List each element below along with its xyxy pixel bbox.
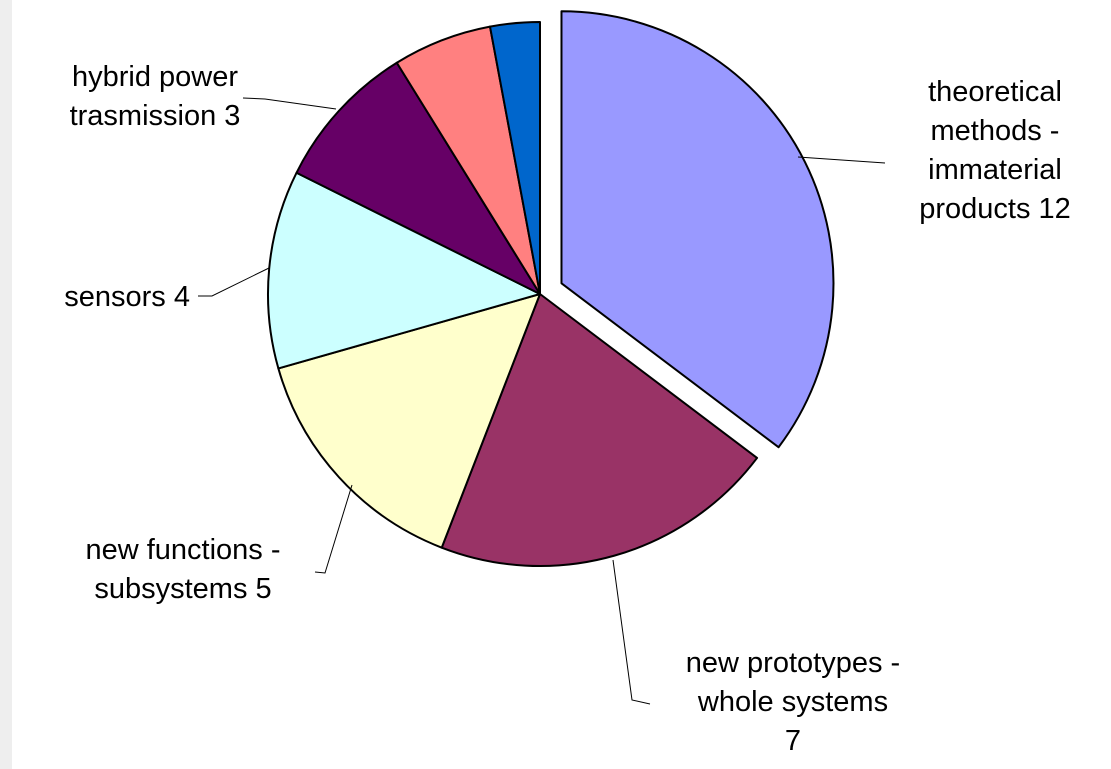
slice-label-4: hybrid power trasmission 3 <box>70 61 241 132</box>
leader-line-0 <box>797 156 886 164</box>
slice-label-1-line-1: whole systems <box>697 686 888 718</box>
left-edge-strip <box>0 0 12 769</box>
pie-slice-6 <box>489 21 541 295</box>
leader-line-2 <box>314 484 353 574</box>
pie-slice-4 <box>295 61 541 295</box>
pie-slice-3 <box>267 171 541 370</box>
slice-label-4-line-1: trasmission 3 <box>70 100 241 132</box>
slice-label-0-line-1: methods - <box>931 115 1060 147</box>
slice-label-1-line-0: new prototypes - <box>686 647 900 679</box>
slice-label-2: new functions - subsystems 5 <box>85 534 280 605</box>
slice-label-1: new prototypes - whole systems 7 <box>686 647 900 757</box>
pie-slice-1 <box>440 293 759 567</box>
slice-label-2-line-1: subsystems 5 <box>94 573 271 605</box>
slice-label-3: sensors 4 <box>64 281 190 313</box>
slice-label-4-line-0: hybrid power <box>72 61 238 93</box>
slice-label-0-line-2: immaterial <box>928 154 1062 186</box>
pie-slice-0 <box>560 10 835 449</box>
slice-label-0-line-3: products 12 <box>919 193 1071 225</box>
slice-label-3-line-0: sensors 4 <box>64 281 190 313</box>
slice-label-2-line-0: new functions - <box>85 534 280 566</box>
slice-label-1-line-2: 7 <box>785 725 801 757</box>
leader-line-4 <box>242 97 337 110</box>
slice-label-0-line-0: theoretical <box>928 76 1062 108</box>
leader-line-1 <box>612 559 651 705</box>
slice-label-0: theoretical methods - immaterial products 1… <box>919 76 1071 225</box>
leader-line-3 <box>198 267 270 297</box>
pie-slice-2 <box>277 293 541 549</box>
